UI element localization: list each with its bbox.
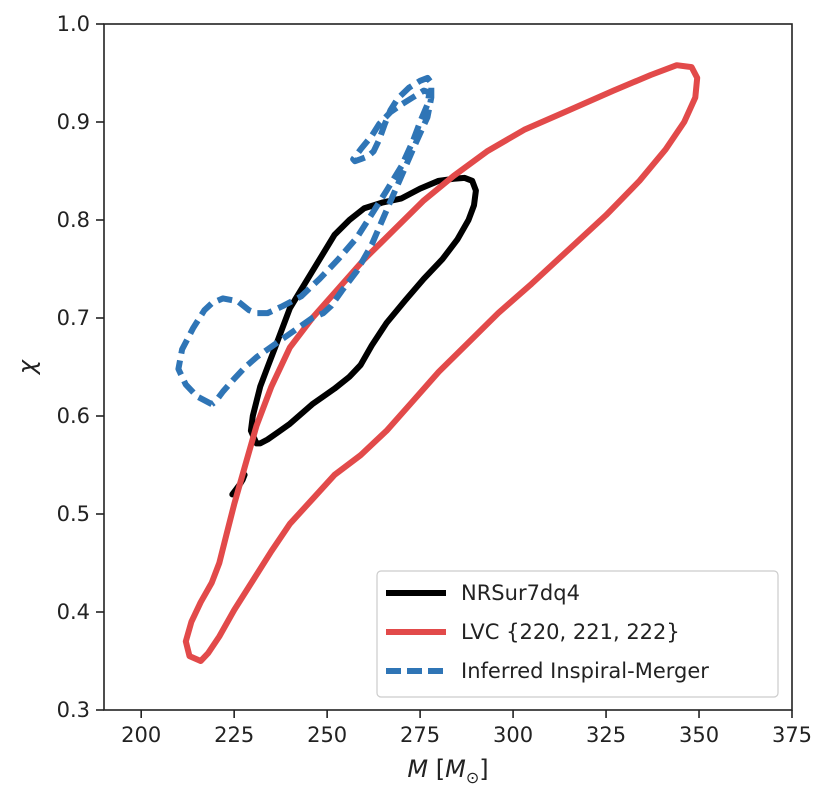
- x-tick-label: 325: [586, 723, 626, 747]
- x-tick-label: 375: [772, 723, 812, 747]
- legend-label-inferred: Inferred Inspiral-Merger: [461, 659, 709, 683]
- x-axis-label: M [M⊙]: [407, 755, 488, 787]
- series-layer: [175, 62, 701, 664]
- x-axis-label-unit: M: [445, 755, 466, 783]
- series-contour-nrsur7dq4: [247, 174, 479, 447]
- x-axis-label-unit-sub: ⊙: [466, 768, 479, 787]
- y-tick-label: 0.3: [57, 698, 90, 722]
- y-tick-label: 1.0: [57, 12, 90, 36]
- x-axis-label-bracket-open: [: [436, 755, 445, 783]
- plot-frame: [103, 23, 793, 711]
- x-tick-label: 350: [679, 723, 719, 747]
- y-tick-label: 0.7: [57, 306, 90, 330]
- legend-label-nrsur7dq4: NRSur7dq4: [461, 581, 580, 605]
- x-tick-label: 225: [214, 723, 254, 747]
- y-tick-label: 0.9: [57, 110, 90, 134]
- legend-frame: [376, 570, 779, 698]
- x-tick-label: 200: [121, 723, 161, 747]
- series-contour-inferred-inspiral-merger: [175, 74, 435, 407]
- y-tick-label: 0.4: [57, 600, 90, 624]
- x-tick-label: 250: [307, 723, 347, 747]
- y-axis-ticks: 0.3 0.4 0.5 0.6 0.7 0.8 0.9 1.0: [57, 12, 104, 722]
- y-tick-label: 0.5: [57, 502, 90, 526]
- y-axis-label: χ: [13, 359, 41, 376]
- y-tick-label: 0.8: [57, 208, 90, 232]
- x-axis-ticks: 200 225 250 275 300 325 350 375: [121, 710, 812, 747]
- x-axis-label-main: M: [407, 755, 428, 783]
- x-tick-label: 300: [493, 723, 533, 747]
- series-contour-lvc-220-221-222: [182, 62, 701, 664]
- legend: NRSur7dq4 LVC {220, 221, 222} Inferred I…: [376, 570, 779, 698]
- legend-label-lvc: LVC {220, 221, 222}: [461, 620, 680, 644]
- y-tick-label: 0.6: [57, 404, 90, 428]
- x-tick-label: 275: [400, 723, 440, 747]
- x-axis-label-bracket-close: ]: [479, 755, 488, 783]
